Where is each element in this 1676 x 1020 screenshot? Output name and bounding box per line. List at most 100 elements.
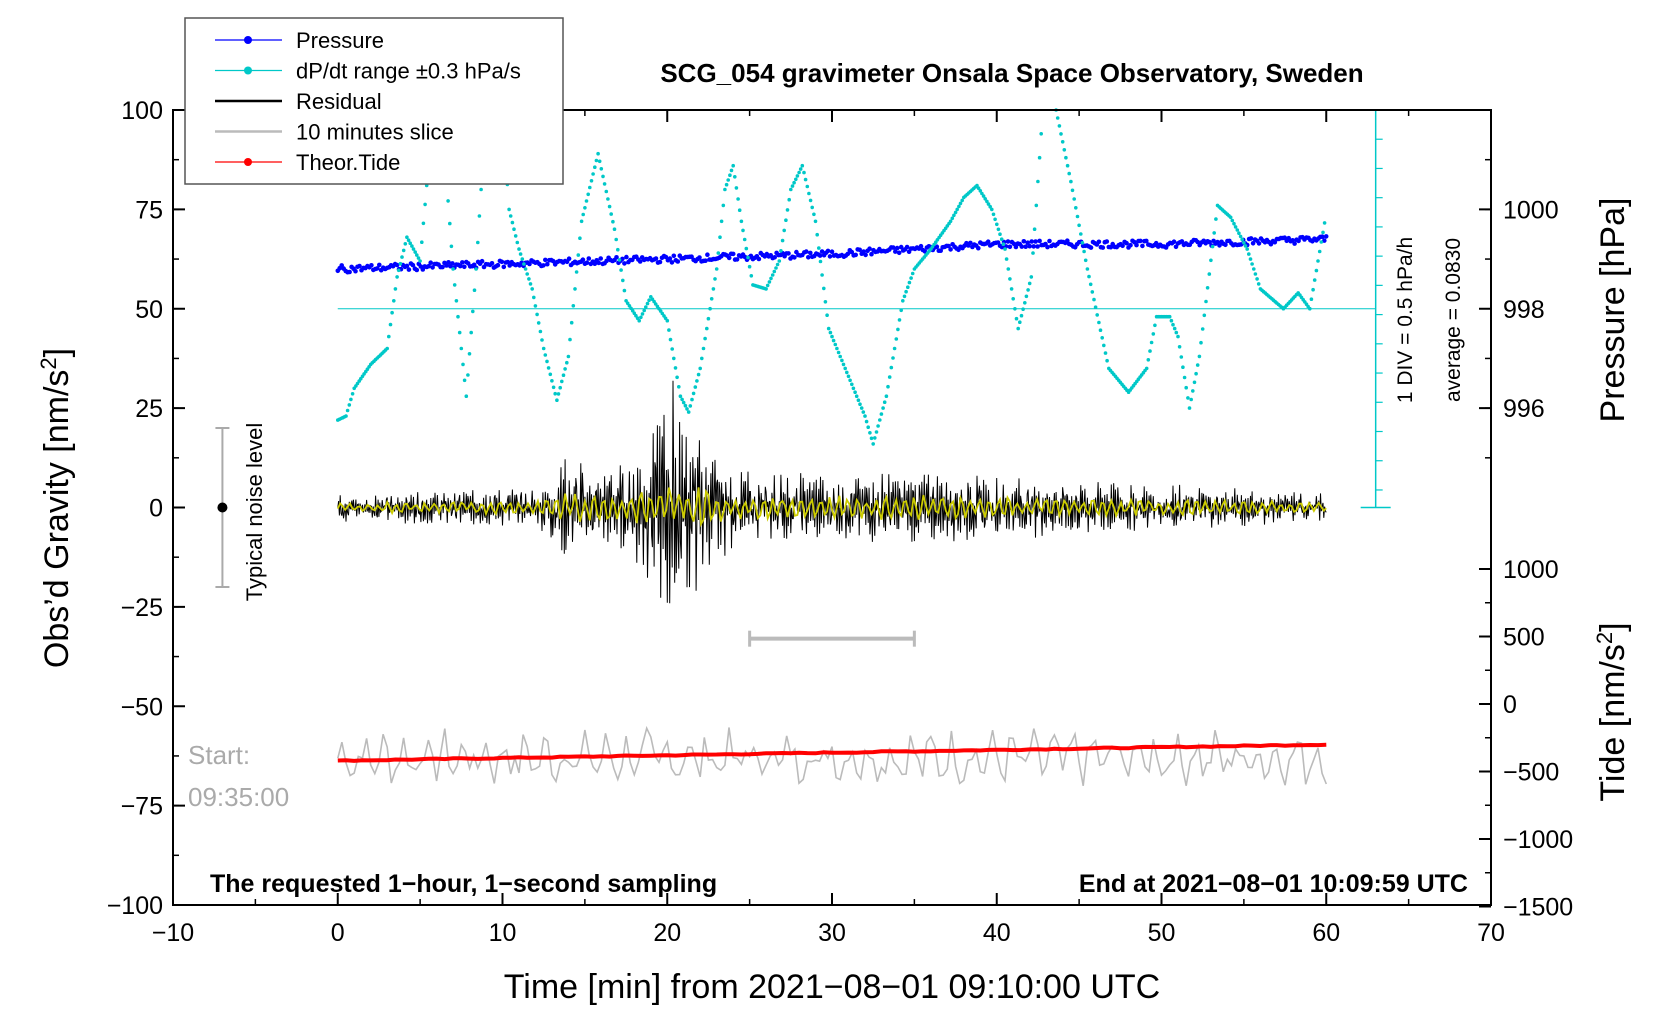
dpdt-point [691, 391, 696, 396]
dpdt-point [528, 282, 533, 286]
dpdt-point [1311, 287, 1315, 292]
dpdt-point [724, 182, 729, 187]
pressure-point [598, 256, 603, 261]
dpdt-point [902, 294, 907, 299]
dpdt-point [850, 382, 854, 387]
dpdt-point [978, 189, 983, 193]
dpdt-point [808, 198, 813, 203]
y-axis-label-left-main: Obs’d Gravity [nm/s [38, 370, 76, 669]
dpdt-point [909, 276, 913, 280]
dpdt-point [1013, 307, 1017, 311]
dpdt-point [583, 206, 587, 210]
dpdt-point [677, 385, 681, 389]
dpdt-point [1207, 272, 1212, 276]
dpdt-point [1146, 358, 1151, 362]
dpdt-point [1194, 371, 1198, 376]
pressure-point [1296, 238, 1301, 244]
noise-level-label: Typical noise level [242, 423, 267, 602]
dpdt-point [1182, 375, 1187, 380]
dpdt-point [803, 177, 808, 182]
dpdt-point [705, 326, 709, 331]
pressure-point [857, 247, 862, 253]
dpdt-point [672, 356, 676, 361]
pressure-point [545, 261, 550, 267]
dpdt-point [398, 261, 403, 266]
dpdt-point [772, 269, 777, 274]
dpdt-point [607, 204, 612, 209]
tide-series-line [337, 742, 1327, 763]
dpdt-point [560, 379, 564, 384]
dpdt-point [454, 299, 459, 303]
dpdt-point [990, 207, 994, 212]
dpdt-point [797, 170, 801, 175]
dpdt-point [1197, 354, 1202, 359]
dpdt-point [667, 328, 671, 332]
pressure-point [622, 261, 627, 266]
dpdt-point [597, 159, 602, 164]
dpdt-point [817, 246, 821, 250]
dpdt-point [854, 394, 859, 399]
dpdt-point [904, 289, 908, 294]
dpdt-point [1097, 320, 1101, 325]
dpdt-point [1210, 244, 1215, 249]
dpdt-point [640, 312, 645, 316]
dpdt-point [1151, 332, 1156, 336]
dpdt-point [1308, 306, 1312, 311]
pressure-point [1096, 239, 1102, 245]
dpdt-point [1105, 358, 1109, 363]
pressure-point [1025, 240, 1030, 245]
dpdt-point [1174, 330, 1179, 335]
pressure-point [1021, 239, 1027, 244]
pressure-point [357, 263, 362, 269]
pressure-point [1250, 241, 1256, 246]
dpdt-point [469, 330, 474, 335]
dpdt-point [1003, 247, 1007, 251]
pressure-point [1035, 244, 1040, 249]
dpdt-point [1021, 307, 1025, 312]
dpdt-point [513, 234, 518, 238]
dpdt-point [1240, 237, 1244, 242]
pressure-point [804, 249, 809, 254]
pressure-point [1088, 245, 1094, 250]
dpdt-point [1179, 355, 1184, 359]
dpdt-point [1037, 155, 1042, 160]
dpdt-point [451, 267, 455, 271]
dpdt-point [723, 187, 727, 192]
dpdt-point [1039, 132, 1043, 136]
pressure-point [1290, 238, 1295, 243]
dpdt-point [345, 408, 350, 413]
dpdt-point [1092, 297, 1096, 302]
y-tick-label: −25 [121, 594, 163, 622]
pressure-point [1144, 238, 1149, 244]
dpdt-point [1228, 215, 1233, 220]
pressure-point [406, 267, 412, 272]
pressure-point [369, 263, 374, 268]
tide-tick-label: 1000 [1503, 556, 1559, 584]
dpdt-point [683, 403, 688, 408]
dpdt-point [960, 198, 964, 203]
pressure-point [756, 256, 762, 262]
dpdt-point [1095, 313, 1099, 317]
y-axis-label-left: Obs’d Gravity [nm/s2] [36, 348, 76, 668]
x-tick-label: 60 [1312, 919, 1340, 947]
dpdt-point [467, 352, 472, 356]
pressure-point [580, 257, 586, 263]
dpdt-point [896, 327, 900, 332]
dpdt-point [507, 207, 511, 212]
dpdt-point [1083, 258, 1088, 263]
dpdt-point [775, 262, 780, 267]
pressure-point [501, 264, 507, 270]
dpdt-point [1019, 313, 1024, 318]
dpdt-point [843, 366, 847, 371]
dpdt-point [1006, 267, 1011, 271]
dpdt-point [999, 237, 1004, 241]
dpdt-point [535, 312, 539, 317]
dpdt-point [593, 165, 597, 169]
tide-tick-label: 0 [1503, 691, 1517, 719]
x-tick-label: 10 [489, 919, 517, 947]
dpdt-point [831, 338, 836, 343]
dpdt-point [1202, 313, 1207, 318]
dpdt-point [581, 212, 585, 217]
pressure-point [946, 243, 951, 249]
footer-left: The requested 1−hour, 1−second sampling [210, 870, 717, 898]
